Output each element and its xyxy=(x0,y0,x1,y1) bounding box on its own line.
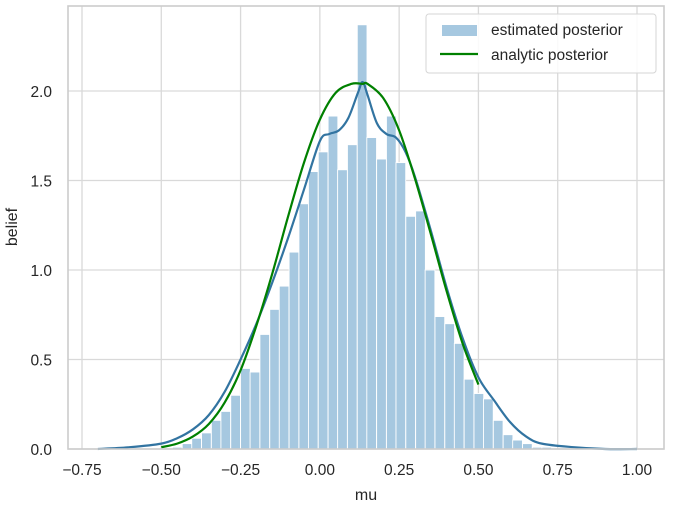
x-axis-ticks: −0.75 −0.50 −0.25 0.00 0.25 0.50 0.75 1.00 xyxy=(62,462,652,479)
histogram-bar xyxy=(386,115,397,450)
y-tick-label: 0.0 xyxy=(30,442,52,459)
histogram-bar xyxy=(269,308,280,450)
histogram-bar xyxy=(434,316,446,450)
histogram-bar xyxy=(492,419,504,450)
kde-line xyxy=(97,80,638,451)
x-tick-label: 0.00 xyxy=(305,462,336,479)
histogram-bar xyxy=(415,210,426,450)
histogram-bar xyxy=(298,203,310,450)
histogram-bar xyxy=(288,251,300,450)
histogram-bar xyxy=(395,162,407,450)
x-tick-label: 0.75 xyxy=(543,462,573,479)
histogram-bar xyxy=(444,323,455,450)
legend-label-estimated: estimated posterior xyxy=(491,22,623,39)
x-tick-label: 1.00 xyxy=(622,462,653,479)
histogram-bar xyxy=(502,434,514,450)
histogram-bar xyxy=(463,378,475,450)
histogram-bar xyxy=(405,215,416,450)
y-tick-label: 0.5 xyxy=(30,353,52,370)
x-axis-label: mu xyxy=(355,487,377,504)
x-tick-label: 0.50 xyxy=(463,462,494,479)
plot-frame xyxy=(67,5,665,450)
histogram-bar xyxy=(337,169,348,450)
histogram-bar xyxy=(240,368,251,450)
y-axis-label: belief xyxy=(4,207,21,246)
histogram-bar xyxy=(327,115,339,450)
histogram-bar xyxy=(278,285,290,450)
x-tick-label: −0.25 xyxy=(221,462,260,479)
y-tick-label: 2.0 xyxy=(30,84,52,101)
x-tick-label: 0.25 xyxy=(384,462,414,479)
legend-patch-estimated xyxy=(442,25,477,36)
analytic-posterior-line xyxy=(161,81,480,449)
histogram-bar xyxy=(220,410,232,450)
histogram-bar xyxy=(473,393,485,450)
histogram-bar xyxy=(424,269,436,450)
histogram-bar xyxy=(346,144,358,450)
histogram-bar xyxy=(181,443,193,450)
histogram-bar xyxy=(522,443,533,450)
histogram-bar xyxy=(259,333,271,450)
y-axis-ticks: 0.0 0.5 1.0 1.5 2.0 xyxy=(30,84,52,459)
histogram-bar xyxy=(191,437,202,450)
legend-label-analytic: analytic posterior xyxy=(491,47,608,64)
histogram-bar xyxy=(512,439,523,450)
legend-box xyxy=(425,13,657,74)
x-tick-label: −0.50 xyxy=(142,462,182,479)
histogram-bar xyxy=(210,419,222,450)
histogram-bar xyxy=(201,432,212,450)
density-lines xyxy=(97,80,638,451)
y-tick-label: 1.0 xyxy=(30,263,52,280)
histogram-bar xyxy=(249,371,261,450)
histogram-bar xyxy=(376,158,387,450)
histogram-bar xyxy=(230,394,241,450)
histogram-bar xyxy=(453,342,465,450)
histogram-bar xyxy=(317,151,329,450)
legend: estimated posterior analytic posterior xyxy=(425,13,657,74)
histogram-bar xyxy=(483,398,494,450)
y-tick-label: 1.5 xyxy=(30,174,52,191)
x-tick-label: −0.75 xyxy=(62,462,101,479)
histogram-bar xyxy=(307,171,319,450)
histogram-bar xyxy=(366,137,377,450)
